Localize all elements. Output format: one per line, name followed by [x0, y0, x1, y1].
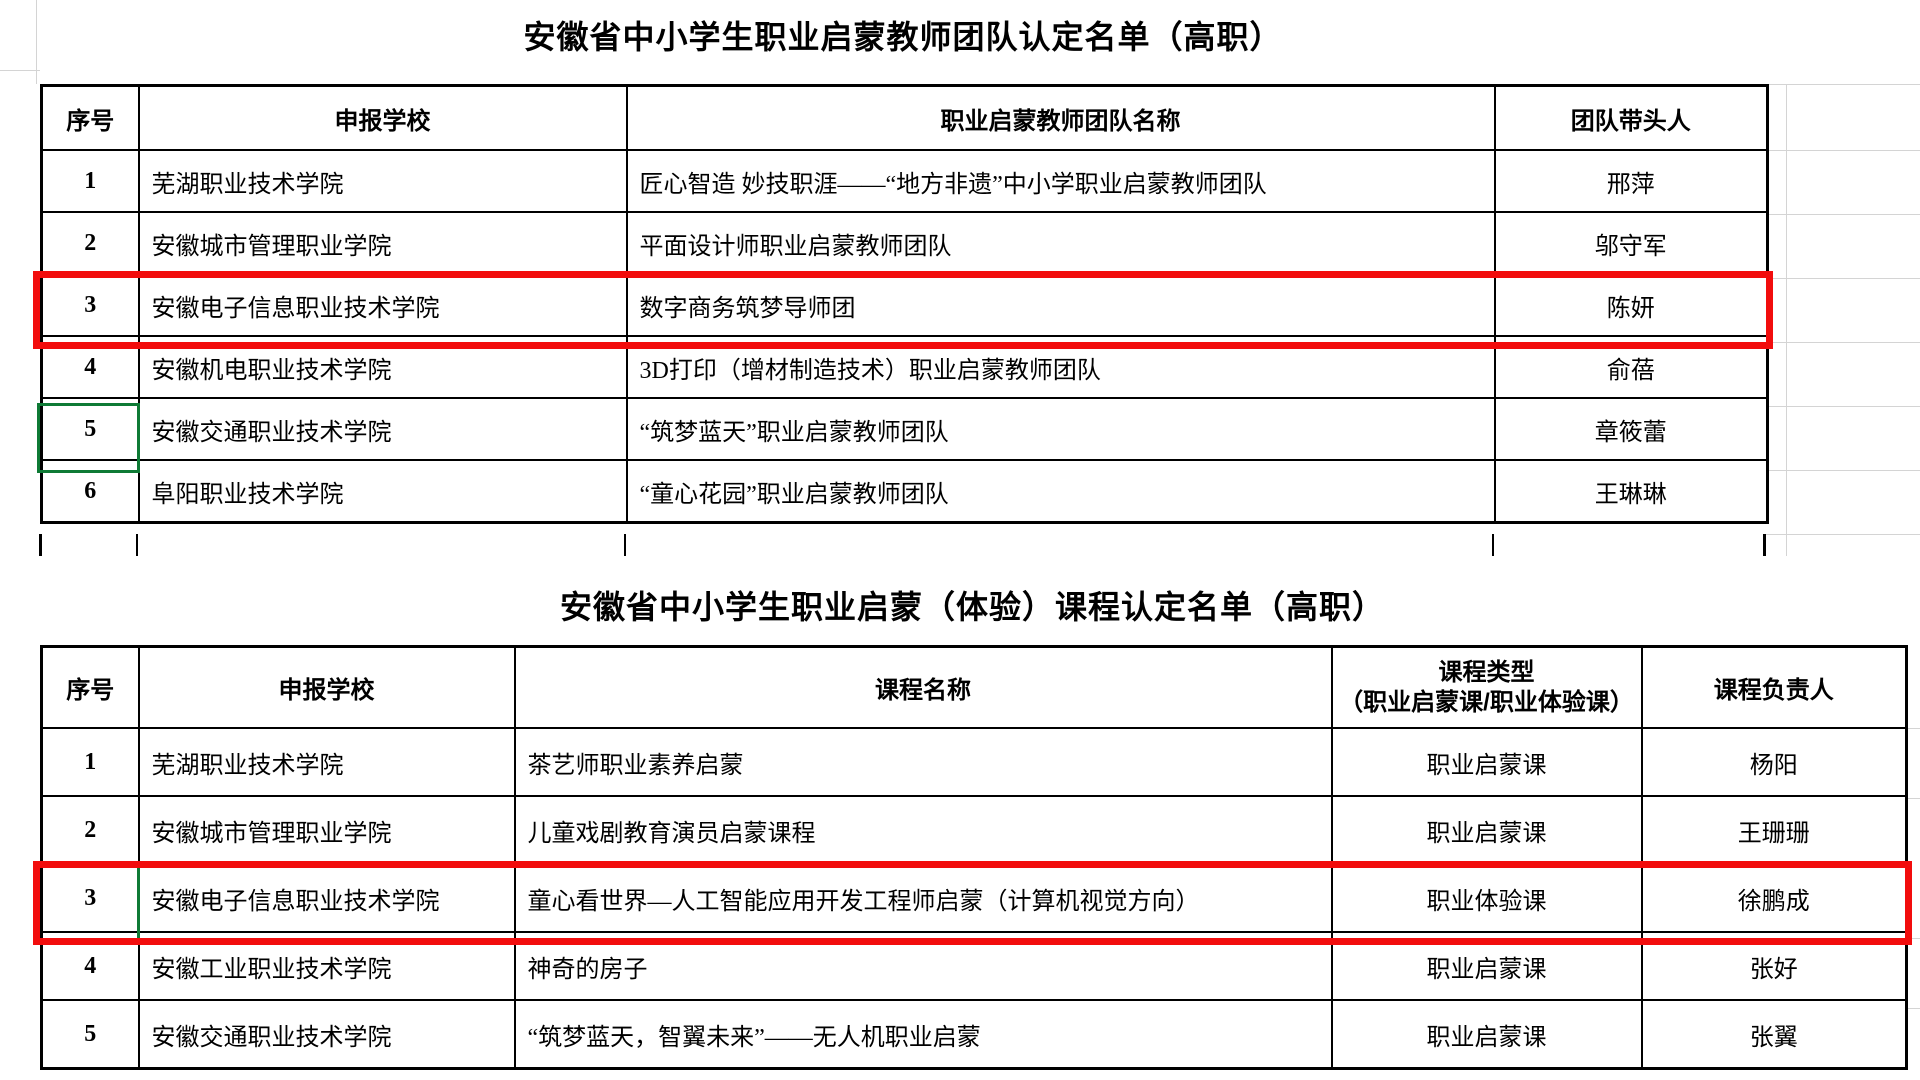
table-row: 1 芜湖职业技术学院 匠心智造 妙技职涯——“地方非遗”中小学职业启蒙教师团队 …: [40, 149, 1769, 213]
gridline: [0, 70, 40, 71]
table2-header-row: 序号 申报学校 课程名称 课程类型 （职业启蒙课/职业体验课） 课程负责人: [40, 645, 1908, 729]
team-name-cell[interactable]: “筑梦蓝天”职业启蒙教师团队: [625, 397, 1496, 461]
gridline: [1905, 728, 1920, 729]
table2-header-course-type[interactable]: 课程类型 （职业启蒙课/职业体验课）: [1330, 645, 1643, 729]
gridline: [1905, 798, 1920, 799]
team-name-cell[interactable]: 匠心智造 妙技职涯——“地方非遗”中小学职业启蒙教师团队: [625, 149, 1496, 213]
row-number-cell[interactable]: 2: [40, 795, 140, 865]
table1-header-team[interactable]: 职业启蒙教师团队名称: [625, 84, 1496, 151]
gridline: [36, 0, 37, 84]
table-row: 2 安徽城市管理职业学院 平面设计师职业启蒙教师团队 邬守军: [40, 211, 1769, 275]
school-cell[interactable]: 安徽交通职业技术学院: [137, 999, 516, 1070]
course-name-cell[interactable]: 儿童戏剧教育演员启蒙课程: [513, 795, 1333, 865]
table2-header-no[interactable]: 序号: [40, 645, 140, 729]
gridline: [1766, 84, 1920, 85]
leader-cell[interactable]: 王珊珊: [1640, 795, 1908, 865]
gridline: [1766, 470, 1920, 471]
leader-cell[interactable]: 张翼: [1640, 999, 1908, 1070]
gridline: [1766, 534, 1920, 535]
row-number-cell[interactable]: 5: [40, 397, 140, 461]
column-border-stub: [39, 534, 42, 556]
row-number-cell[interactable]: 2: [40, 211, 140, 275]
course-name-cell[interactable]: 童心看世界—人工智能应用开发工程师启蒙（计算机视觉方向）: [513, 863, 1333, 933]
leader-cell[interactable]: 邢萍: [1493, 149, 1769, 213]
school-cell[interactable]: 安徽电子信息职业技术学院: [137, 273, 628, 337]
table-row: 1 芜湖职业技术学院 茶艺师职业素养启蒙 职业启蒙课 杨阳: [40, 727, 1908, 797]
school-cell[interactable]: 安徽城市管理职业学院: [137, 211, 628, 275]
leader-cell[interactable]: 邬守军: [1493, 211, 1769, 275]
table2-header-school[interactable]: 申报学校: [137, 645, 516, 729]
row-number-cell[interactable]: 1: [40, 149, 140, 213]
table1-header-leader[interactable]: 团队带头人: [1493, 84, 1769, 151]
table-row: 2 安徽城市管理职业学院 儿童戏剧教育演员启蒙课程 职业启蒙课 王珊珊: [40, 795, 1908, 865]
leader-cell[interactable]: 杨阳: [1640, 727, 1908, 797]
leader-cell[interactable]: 王琳琳: [1493, 459, 1769, 524]
leader-cell[interactable]: 徐鹏成: [1640, 863, 1908, 933]
gridline: [1905, 938, 1920, 939]
row-number-cell[interactable]: 1: [40, 727, 140, 797]
school-cell[interactable]: 芜湖职业技术学院: [137, 149, 628, 213]
gridline: [1905, 1008, 1920, 1009]
gridline: [1786, 84, 1787, 556]
table-row: 6 阜阳职业技术学院 “童心花园”职业启蒙教师团队 王琳琳: [40, 459, 1769, 524]
course-type-header-line2: （职业启蒙课/职业体验课）: [1339, 688, 1634, 716]
teacher-team-table: 序号 申报学校 职业启蒙教师团队名称 团队带头人 1 芜湖职业技术学院 匠心智造…: [40, 84, 1769, 524]
table-row: 5 安徽交通职业技术学院 “筑梦蓝天”职业启蒙教师团队 章筱蕾: [40, 397, 1769, 461]
course-name-cell[interactable]: “筑梦蓝天，智翼未来”——无人机职业启蒙: [513, 999, 1333, 1070]
gridline: [1766, 278, 1920, 279]
school-cell[interactable]: 安徽电子信息职业技术学院: [137, 863, 516, 933]
row-number-cell[interactable]: 3: [40, 863, 140, 933]
column-border-stub: [1492, 534, 1494, 556]
gridline: [1766, 342, 1920, 343]
table2-title[interactable]: 安徽省中小学生职业启蒙（体验）课程认定名单（高职）: [559, 589, 1385, 625]
column-border-stub: [136, 534, 138, 556]
gridline: [1766, 406, 1920, 407]
row3-highlight-box: [33, 271, 1773, 349]
leader-cell[interactable]: 章筱蕾: [1493, 397, 1769, 461]
course-type-header-line1: 课程类型: [1438, 658, 1535, 686]
column-border-stub: [624, 534, 626, 556]
team-name-cell[interactable]: “童心花园”职业启蒙教师团队: [625, 459, 1496, 524]
school-cell[interactable]: 安徽交通职业技术学院: [137, 397, 628, 461]
row-number-cell[interactable]: 5: [40, 999, 140, 1070]
table-row-highlighted: 3 安徽电子信息职业技术学院 童心看世界—人工智能应用开发工程师启蒙（计算机视觉…: [40, 863, 1908, 933]
table1-title[interactable]: 安徽省中小学生职业启蒙教师团队认定名单（高职）: [523, 19, 1283, 55]
gridline: [1766, 214, 1920, 215]
active-cell-selection-border: [37, 403, 140, 473]
course-type-cell[interactable]: 职业启蒙课: [1330, 999, 1643, 1070]
table2-header-leader[interactable]: 课程负责人: [1640, 645, 1908, 729]
course-type-cell[interactable]: 职业启蒙课: [1330, 795, 1643, 865]
course-type-cell[interactable]: 职业体验课: [1330, 863, 1643, 933]
column-border-stub: [1763, 534, 1766, 556]
table1-header-school[interactable]: 申报学校: [137, 84, 628, 151]
row-number-cell[interactable]: 3: [40, 273, 140, 337]
course-table: 序号 申报学校 课程名称 课程类型 （职业启蒙课/职业体验课） 课程负责人 1 …: [40, 645, 1908, 1070]
table1-header-row: 序号 申报学校 职业启蒙教师团队名称 团队带头人: [40, 84, 1769, 151]
table2-header-course[interactable]: 课程名称: [513, 645, 1333, 729]
table1-header-no[interactable]: 序号: [40, 84, 140, 151]
row3-highlight-box: [33, 861, 1912, 945]
table-row: 5 安徽交通职业技术学院 “筑梦蓝天，智翼未来”——无人机职业启蒙 职业启蒙课 …: [40, 999, 1908, 1070]
school-cell[interactable]: 安徽城市管理职业学院: [137, 795, 516, 865]
row-number-cell[interactable]: 6: [40, 459, 140, 524]
school-cell[interactable]: 阜阳职业技术学院: [137, 459, 628, 524]
team-name-cell[interactable]: 平面设计师职业启蒙教师团队: [625, 211, 1496, 275]
course-name-cell[interactable]: 茶艺师职业素养启蒙: [513, 727, 1333, 797]
gridline: [1766, 150, 1920, 151]
course-type-cell[interactable]: 职业启蒙课: [1330, 727, 1643, 797]
school-cell[interactable]: 芜湖职业技术学院: [137, 727, 516, 797]
